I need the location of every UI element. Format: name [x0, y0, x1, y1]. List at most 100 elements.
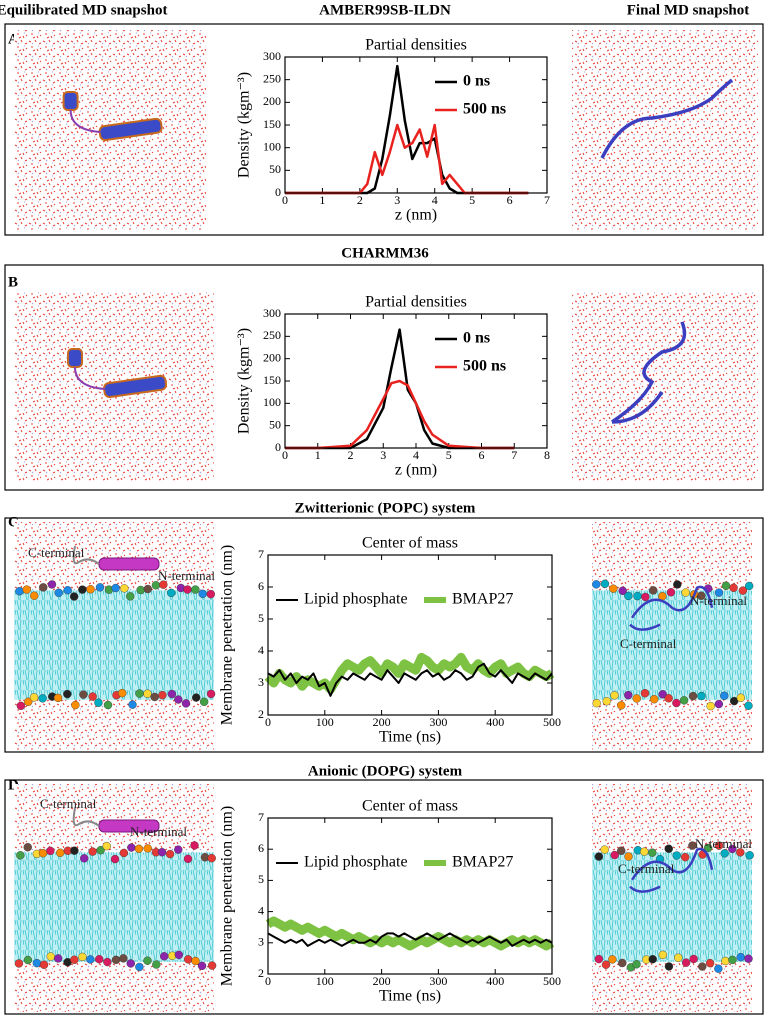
- headgroup: [632, 960, 641, 969]
- headgroup: [152, 960, 161, 969]
- headgroup: [744, 581, 754, 591]
- headgroup: [697, 591, 706, 600]
- x-axis-label: Time (ns): [379, 729, 441, 746]
- md-snapshot: [14, 30, 206, 230]
- headgroup: [111, 955, 121, 965]
- headgroup: [714, 588, 724, 597]
- headgroup: [680, 852, 690, 862]
- headgroup: [602, 697, 611, 706]
- headgroup: [618, 586, 627, 595]
- headgroup: [592, 580, 601, 589]
- helix-link: [74, 366, 106, 390]
- headgroup: [618, 958, 627, 968]
- headgroup: [88, 692, 97, 701]
- headgroup: [594, 954, 604, 964]
- headgroup: [103, 700, 113, 710]
- peptide-tail: [72, 807, 100, 827]
- legend-label: 500 ns: [463, 101, 506, 118]
- y-tick-label: 2: [258, 966, 264, 980]
- water-box: [572, 30, 758, 230]
- x-tick-label: 0: [282, 448, 288, 462]
- headgroup: [88, 847, 97, 856]
- headgroup: [126, 592, 135, 601]
- headgroup: [610, 691, 619, 700]
- headgroup: [745, 851, 754, 860]
- y-tick-label: 5: [258, 611, 264, 625]
- y-tick-label: 250: [263, 328, 281, 342]
- headgroup: [610, 850, 619, 860]
- headgroup: [135, 962, 144, 972]
- panel-label: C: [8, 514, 19, 530]
- headgroup: [714, 964, 723, 973]
- plot-area: [285, 57, 547, 193]
- headgroup: [56, 848, 65, 857]
- headgroup: [674, 953, 683, 962]
- headgroup: [111, 583, 120, 593]
- lipid-bilayer: [14, 590, 214, 700]
- headgroup: [640, 689, 650, 698]
- plot-frame: [267, 554, 553, 716]
- plot-frame: [267, 817, 553, 975]
- headgroup: [744, 701, 753, 710]
- x-tick-label: 300: [429, 974, 447, 988]
- headgroup: [744, 954, 753, 963]
- panel-label: B: [8, 274, 18, 290]
- headgroup: [120, 584, 129, 593]
- x-tick-label: 3: [380, 448, 386, 462]
- headgroup: [729, 583, 738, 593]
- y-tick-label: 300: [263, 49, 281, 63]
- y-tick-label: 100: [263, 139, 281, 153]
- y-tick-label: 4: [258, 643, 264, 657]
- headgroup: [720, 849, 729, 858]
- headgroup: [30, 591, 39, 600]
- y-tick-label: 200: [263, 350, 281, 364]
- x-tick-label: 0: [265, 715, 271, 729]
- panel-title: CHARMM36: [341, 245, 429, 261]
- terminal-annotation: C-terminal: [620, 636, 677, 651]
- y-tick-label: 5: [258, 872, 264, 886]
- headgroup: [86, 585, 95, 594]
- headgroup: [641, 592, 650, 602]
- headgroup: [183, 955, 193, 964]
- headgroup: [714, 841, 724, 850]
- x-tick-label: 100: [316, 715, 334, 729]
- terminal-annotation: C-terminal: [28, 545, 85, 560]
- headgroup: [609, 584, 618, 593]
- headgroup: [624, 591, 633, 601]
- plot-area: [268, 818, 552, 974]
- headgroup: [608, 955, 617, 964]
- x-tick-label: 500: [543, 715, 561, 729]
- headgroup: [143, 584, 153, 594]
- headgroup: [206, 589, 216, 599]
- headgroup: [78, 952, 87, 962]
- helix-link: [69, 109, 101, 133]
- headgroup: [207, 853, 216, 863]
- md-snapshot: [572, 292, 758, 482]
- plot-frame: [284, 56, 548, 194]
- y-tick-label: 250: [263, 71, 281, 85]
- y-tick-label: 4: [258, 903, 264, 917]
- headgroup: [96, 846, 105, 855]
- headgroup: [600, 579, 610, 589]
- chart-title: Partial densities: [365, 294, 467, 311]
- unfolded-chain: [600, 78, 734, 159]
- x-tick-label: 5: [469, 193, 475, 207]
- terminal-annotation: N-terminal: [158, 568, 215, 583]
- panel-label: D: [8, 777, 19, 793]
- headgroup: [617, 701, 626, 710]
- headgroup: [181, 699, 191, 708]
- headgroup: [22, 585, 31, 594]
- headgroup: [14, 959, 24, 968]
- x-tick-label: 3: [394, 193, 400, 207]
- headgroup: [681, 588, 690, 597]
- headgroup: [648, 955, 657, 964]
- headgroup: [128, 700, 137, 709]
- headgroup: [119, 848, 129, 858]
- headgroup: [143, 956, 152, 965]
- y-tick-label: 150: [263, 117, 281, 131]
- headgroup: [157, 848, 167, 857]
- headgroup: [633, 591, 642, 601]
- headgroup: [736, 693, 746, 702]
- y-tick-label: 100: [263, 395, 281, 409]
